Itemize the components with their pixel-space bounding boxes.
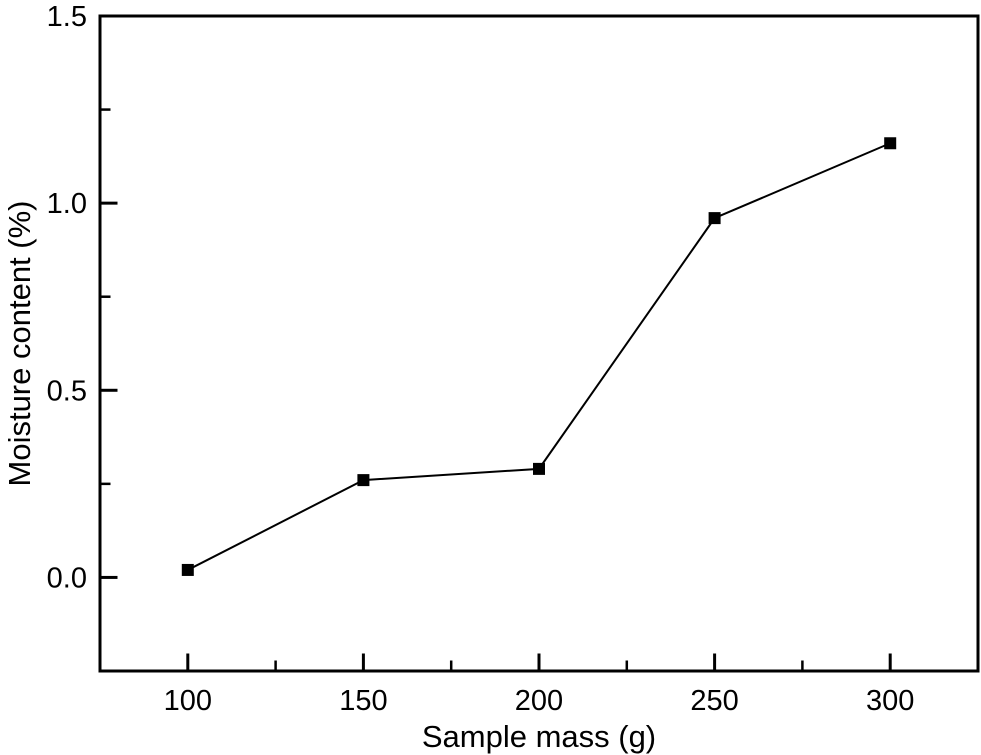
- y-tick-label: 0.0: [47, 562, 87, 594]
- x-tick-label: 100: [164, 685, 212, 717]
- data-point-marker: [708, 212, 721, 225]
- x-axis-label: Sample mass (g): [421, 719, 657, 754]
- plot-frame: [98, 14, 980, 673]
- y-tick-label: 1.0: [47, 188, 87, 220]
- x-tick-label: 150: [339, 685, 387, 717]
- y-tick-label: 1.5: [47, 1, 87, 33]
- x-tick-label: 300: [866, 685, 914, 717]
- y-axis-label: Moisture content (%): [2, 200, 37, 487]
- y-tick-label: 0.5: [47, 375, 87, 407]
- data-line: [187, 142, 891, 571]
- data-point-marker: [533, 462, 545, 475]
- x-tick-label: 200: [515, 685, 563, 717]
- data-point-marker: [181, 563, 194, 576]
- x-tick-label: 250: [690, 685, 738, 717]
- data-point-marker: [884, 137, 897, 150]
- data-point-marker: [357, 474, 370, 487]
